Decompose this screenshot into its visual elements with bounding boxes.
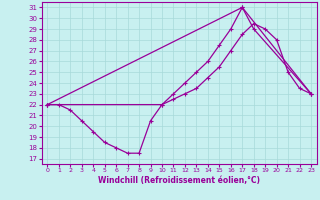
X-axis label: Windchill (Refroidissement éolien,°C): Windchill (Refroidissement éolien,°C) <box>98 176 260 185</box>
